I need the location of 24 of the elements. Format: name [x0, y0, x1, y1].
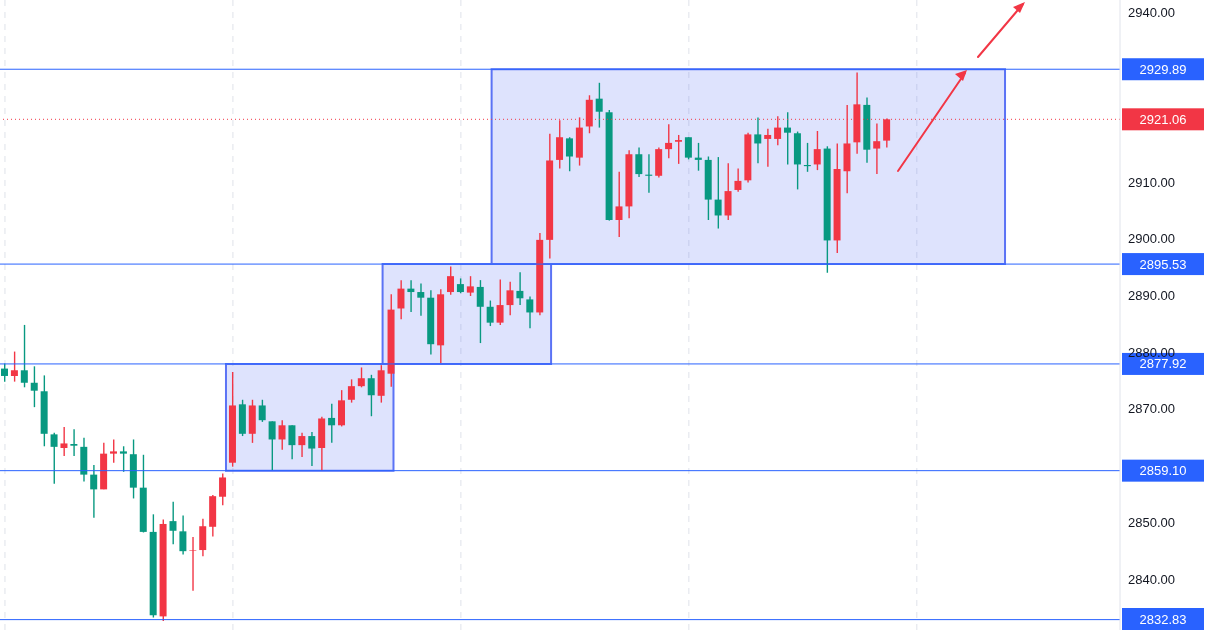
y-tick-label: 2910.00 [1128, 174, 1175, 190]
ref-line-label: 2929.89 [1139, 61, 1187, 77]
y-tick-label: 2900.00 [1128, 231, 1175, 247]
candlestick [516, 272, 524, 306]
candlestick [873, 123, 881, 175]
y-tick-label: 2850.00 [1128, 514, 1175, 530]
candlestick [754, 117, 762, 164]
y-tick-label: 2840.00 [1128, 571, 1175, 587]
y-tick-label: 2870.00 [1128, 401, 1175, 417]
y-tick-label: 2940.00 [1128, 4, 1175, 20]
ref-line-label: 2895.53 [1139, 256, 1187, 272]
candlestick [189, 537, 197, 591]
candlestick [764, 128, 772, 167]
ref-line-label: 2832.83 [1139, 611, 1187, 627]
candlestick [60, 426, 68, 456]
candlestick [734, 168, 742, 192]
candlestick [90, 464, 98, 518]
candlestick [169, 501, 177, 545]
y-tick-label: 2890.00 [1128, 288, 1175, 304]
candlestick [417, 283, 425, 316]
ref-line-label: 2921.06 [1139, 111, 1187, 127]
ref-line-label: 2859.10 [1139, 463, 1187, 479]
candlestick [70, 429, 78, 456]
ref-line-label: 2877.92 [1139, 356, 1187, 372]
